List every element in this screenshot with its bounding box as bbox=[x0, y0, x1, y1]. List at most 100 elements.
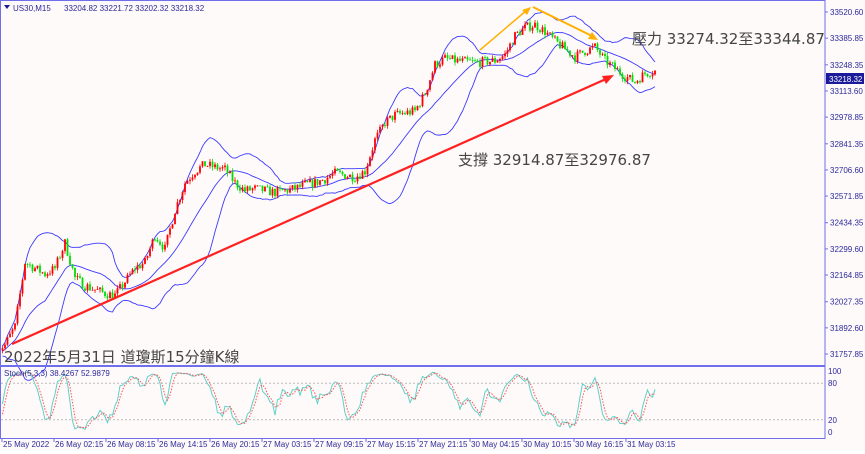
candle bbox=[4, 342, 6, 351]
resistance-text[interactable]: 壓力 33274.32至33344.87 bbox=[632, 30, 825, 48]
candle-body bbox=[549, 32, 551, 34]
candle-body bbox=[196, 172, 199, 175]
candle-body bbox=[496, 60, 499, 63]
candle bbox=[229, 170, 231, 174]
price-tick-label: 32571.85 bbox=[830, 192, 864, 201]
support-arrow-head-icon bbox=[602, 75, 614, 84]
candle bbox=[489, 61, 491, 67]
candle bbox=[531, 25, 534, 34]
stoch-level-label: 100 bbox=[828, 367, 842, 376]
dropdown-arrow-icon[interactable] bbox=[4, 5, 10, 9]
candle-body bbox=[259, 185, 261, 187]
candle bbox=[359, 173, 361, 180]
time-tick-label: 26 May 02:15 bbox=[55, 440, 104, 449]
candle-body bbox=[176, 202, 179, 214]
candle-body bbox=[211, 161, 214, 168]
candle bbox=[244, 184, 246, 194]
falling-orange-line bbox=[532, 6, 593, 37]
candle bbox=[534, 19, 536, 28]
candles bbox=[1, 19, 656, 354]
candle-body bbox=[541, 27, 544, 33]
candle-body bbox=[279, 187, 281, 189]
candle bbox=[526, 22, 529, 26]
candle bbox=[334, 166, 336, 176]
candle bbox=[336, 168, 339, 171]
candle bbox=[91, 286, 94, 291]
candle-body bbox=[389, 115, 391, 118]
candle bbox=[239, 184, 241, 194]
candle bbox=[446, 52, 449, 62]
candle bbox=[24, 263, 26, 281]
candle bbox=[59, 255, 61, 260]
candle bbox=[349, 174, 351, 178]
candle bbox=[619, 65, 621, 77]
candle bbox=[429, 79, 431, 92]
candle bbox=[181, 190, 184, 204]
candle-body bbox=[369, 157, 371, 166]
candle bbox=[651, 70, 654, 80]
candle-body bbox=[354, 181, 356, 183]
candle bbox=[319, 179, 321, 186]
candle bbox=[259, 185, 261, 187]
candle-body bbox=[379, 126, 381, 133]
candle-body bbox=[231, 171, 234, 181]
candle-body bbox=[76, 276, 79, 278]
candle-body bbox=[386, 117, 389, 126]
candle bbox=[584, 52, 586, 57]
candle-body bbox=[486, 57, 489, 65]
candle-body bbox=[59, 257, 61, 259]
price-tick-label: 32706.60 bbox=[830, 166, 864, 175]
candle bbox=[484, 55, 486, 60]
candle bbox=[341, 170, 344, 176]
candle-body bbox=[166, 234, 169, 245]
price-tick-label: 32027.35 bbox=[830, 298, 864, 307]
support-text[interactable]: 支撐 32914.87至32976.87 bbox=[458, 151, 651, 169]
candle-body bbox=[601, 53, 604, 55]
candle-body bbox=[281, 188, 284, 191]
candle bbox=[271, 186, 274, 198]
candle bbox=[629, 74, 631, 80]
candle-body bbox=[114, 293, 116, 299]
candle-body bbox=[254, 185, 256, 189]
candle-body bbox=[614, 62, 616, 69]
candle-body bbox=[194, 174, 196, 178]
candle-body bbox=[24, 264, 26, 280]
stoch-signal-line bbox=[2, 372, 656, 429]
candle bbox=[416, 105, 419, 111]
rising-arrow-head-icon bbox=[522, 7, 531, 15]
candle bbox=[176, 198, 179, 215]
candle bbox=[621, 72, 624, 82]
candle bbox=[361, 169, 364, 179]
candle bbox=[249, 185, 251, 191]
bollinger-lower bbox=[2, 44, 656, 381]
candle bbox=[119, 281, 121, 290]
candle-body bbox=[331, 173, 334, 176]
stoch-level-label: 0 bbox=[828, 428, 833, 437]
chart-title-text[interactable]: 2022年5月31日 道瓊斯15分鐘K線 bbox=[4, 348, 240, 366]
candle-body bbox=[399, 110, 401, 114]
candle bbox=[231, 168, 234, 184]
candle-body bbox=[356, 176, 359, 182]
candle-body bbox=[494, 58, 496, 63]
candle-body bbox=[449, 57, 451, 59]
candle-body bbox=[459, 58, 461, 61]
candle bbox=[291, 185, 294, 191]
time-tick-label: 26 May 20:15 bbox=[211, 440, 260, 449]
candle bbox=[274, 187, 276, 199]
price-tick-label: 32978.85 bbox=[830, 113, 864, 122]
candle-body bbox=[204, 161, 206, 167]
candle bbox=[494, 55, 496, 64]
candle-body bbox=[136, 265, 139, 271]
candle bbox=[29, 261, 31, 268]
candle-body bbox=[476, 60, 479, 62]
trend-lines[interactable] bbox=[11, 6, 614, 346]
candle-body bbox=[54, 266, 56, 269]
candle-body bbox=[74, 267, 76, 278]
candle bbox=[304, 177, 306, 183]
candle bbox=[636, 79, 639, 85]
candle-body bbox=[79, 276, 81, 278]
candle bbox=[174, 213, 176, 225]
candle-body bbox=[364, 171, 366, 175]
candle bbox=[144, 256, 146, 265]
